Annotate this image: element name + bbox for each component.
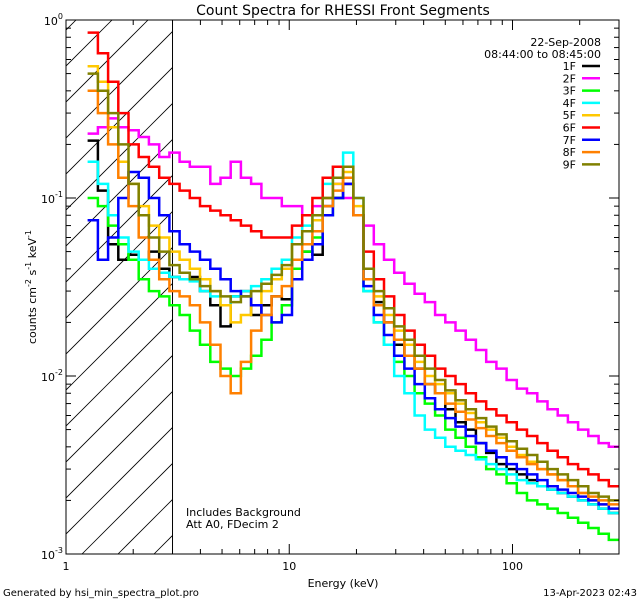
- hatch-line: [81, 462, 173, 554]
- hatched-region: [66, 20, 173, 554]
- hatch-line: [66, 246, 173, 355]
- series-7F: [87, 170, 619, 510]
- plot-frame: [65, 19, 620, 555]
- hatch-line: [66, 66, 173, 175]
- x-tick-label: 10: [282, 560, 296, 573]
- x-axis-label: Energy (keV): [308, 577, 379, 590]
- hatch-line: [66, 282, 173, 391]
- hatch-line: [66, 20, 77, 31]
- annotation-background: Includes Background: [186, 506, 301, 519]
- legend-label-7F: 7F: [563, 134, 576, 147]
- x-tick-label: 1: [63, 560, 70, 573]
- footer-timestamp: 13-Apr-2023 02:43: [543, 588, 637, 599]
- hatch-line: [66, 102, 173, 211]
- series-layer: [87, 31, 619, 542]
- legend-label-3F: 3F: [563, 85, 576, 98]
- x-tick-labels: 1 10 100: [63, 560, 523, 573]
- axis-ticks: [65, 20, 620, 555]
- y-tick-label: 100: [44, 12, 63, 28]
- footer-generated-by: Generated by hsi_min_spectra_plot.pro: [3, 588, 199, 599]
- y-tick-label: 10-1: [41, 190, 63, 206]
- chart-title: Count Spectra for RHESSI Front Segments: [196, 3, 490, 19]
- x-tick-label: 100: [502, 560, 523, 573]
- hatch-line: [66, 20, 149, 103]
- annotation-attenuator: Att A0, FDecim 2: [186, 518, 279, 531]
- hatch-line: [66, 354, 173, 463]
- date-label: 22-Sep-2008: [530, 36, 601, 49]
- y-tick-labels: 100 10-1 10-2 10-3: [41, 12, 63, 562]
- legend-label-8F: 8F: [563, 146, 576, 159]
- series-9F: [87, 72, 619, 502]
- legend-label-5F: 5F: [563, 109, 576, 122]
- legend-label-4F: 4F: [563, 97, 576, 110]
- hatch-line: [66, 390, 173, 499]
- legend-label-1F: 1F: [563, 60, 576, 73]
- legend-label-9F: 9F: [563, 158, 576, 171]
- legend-label-6F: 6F: [563, 122, 576, 135]
- hatch-line: [66, 174, 173, 283]
- y-tick-label: 10-2: [41, 368, 63, 384]
- y-axis-label: counts cm-2 s-1 keV-1: [24, 230, 39, 344]
- series-6F: [87, 31, 619, 488]
- y-tick-label: 10-3: [41, 546, 63, 562]
- hatch-line: [66, 30, 173, 139]
- hatch-line: [66, 318, 173, 427]
- legend-label-2F: 2F: [563, 72, 576, 85]
- hatch-line: [66, 210, 173, 319]
- time-range-label: 08:44:00 to 08:45:00: [484, 48, 601, 61]
- hatch-line: [66, 426, 173, 535]
